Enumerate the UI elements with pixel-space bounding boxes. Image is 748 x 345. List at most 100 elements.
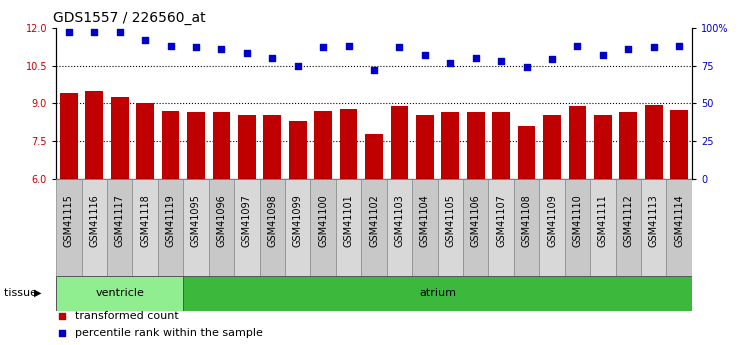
Bar	[85, 91, 103, 179]
Bar	[438, 179, 463, 276]
Text: GSM41095: GSM41095	[191, 194, 201, 247]
Bar	[616, 179, 641, 276]
Bar	[183, 179, 209, 276]
Bar	[60, 93, 78, 179]
Bar	[543, 115, 561, 179]
Text: GSM41109: GSM41109	[547, 194, 557, 247]
Point	[114, 29, 126, 35]
Bar	[666, 179, 692, 276]
Bar	[590, 179, 616, 276]
Bar	[136, 104, 154, 179]
Bar	[518, 126, 536, 179]
Bar	[514, 179, 539, 276]
Text: GSM41111: GSM41111	[598, 194, 608, 247]
Bar	[568, 106, 586, 179]
Bar	[183, 276, 692, 310]
Point	[571, 43, 583, 49]
Bar	[260, 179, 285, 276]
Text: GSM41117: GSM41117	[114, 194, 125, 247]
Text: GSM41102: GSM41102	[369, 194, 379, 247]
Point	[241, 51, 253, 56]
Text: transformed count: transformed count	[75, 311, 179, 321]
Bar	[416, 115, 434, 179]
Bar	[209, 179, 234, 276]
Point	[622, 46, 634, 52]
Bar	[82, 179, 107, 276]
Text: GSM41104: GSM41104	[420, 194, 430, 247]
Point	[165, 43, 177, 49]
Bar	[285, 179, 310, 276]
Bar	[670, 110, 688, 179]
Text: GSM41101: GSM41101	[343, 194, 354, 247]
Point	[190, 45, 202, 50]
Bar	[641, 179, 666, 276]
Text: GSM41099: GSM41099	[292, 194, 303, 247]
Point	[139, 37, 151, 42]
Text: GSM41110: GSM41110	[572, 194, 583, 247]
Point	[266, 55, 278, 61]
Point	[368, 67, 380, 73]
Point	[419, 52, 431, 58]
Point	[673, 43, 685, 49]
Bar	[412, 179, 438, 276]
Bar	[619, 112, 637, 179]
Text: GSM41106: GSM41106	[470, 194, 481, 247]
Bar	[463, 179, 488, 276]
Bar	[56, 276, 183, 310]
Bar	[387, 179, 412, 276]
Bar	[645, 105, 663, 179]
Text: GSM41096: GSM41096	[216, 194, 227, 247]
Bar	[314, 111, 332, 179]
Point	[88, 29, 100, 35]
Text: GSM41098: GSM41098	[267, 194, 278, 247]
Text: GSM41103: GSM41103	[394, 194, 405, 247]
Bar	[361, 179, 387, 276]
Point	[56, 330, 69, 336]
Bar	[336, 179, 361, 276]
Point	[393, 45, 405, 50]
Bar	[340, 109, 358, 179]
Point	[63, 29, 75, 35]
Point	[317, 45, 329, 50]
Bar	[238, 115, 256, 179]
Text: GSM41119: GSM41119	[165, 194, 176, 247]
Bar	[390, 106, 408, 179]
Text: atrium: atrium	[419, 288, 456, 298]
Text: ventricle: ventricle	[95, 288, 144, 298]
Point	[470, 55, 482, 61]
Bar	[310, 179, 336, 276]
Text: GSM41097: GSM41097	[242, 194, 252, 247]
Text: ▶: ▶	[34, 288, 41, 298]
Bar	[263, 115, 281, 179]
Bar	[467, 112, 485, 179]
Bar	[594, 115, 612, 179]
Point	[495, 58, 507, 64]
Bar	[187, 112, 205, 179]
Point	[56, 313, 69, 318]
Text: tissue: tissue	[4, 288, 40, 298]
Bar	[289, 121, 307, 179]
Text: GSM41113: GSM41113	[649, 194, 659, 247]
Text: GSM41108: GSM41108	[521, 194, 532, 247]
Bar	[441, 112, 459, 179]
Point	[546, 57, 558, 62]
Text: GSM41116: GSM41116	[89, 194, 99, 247]
Text: percentile rank within the sample: percentile rank within the sample	[75, 328, 263, 338]
Text: GSM41107: GSM41107	[496, 194, 506, 247]
Text: GSM41114: GSM41114	[674, 194, 684, 247]
Bar	[539, 179, 565, 276]
Bar	[56, 179, 82, 276]
Point	[648, 45, 660, 50]
Bar	[162, 111, 180, 179]
Bar	[111, 97, 129, 179]
Point	[444, 60, 456, 65]
Bar	[365, 134, 383, 179]
Bar	[565, 179, 590, 276]
Bar	[492, 112, 510, 179]
Point	[597, 52, 609, 58]
Bar	[212, 112, 230, 179]
Text: GSM41100: GSM41100	[318, 194, 328, 247]
Bar	[158, 179, 183, 276]
Bar	[107, 179, 132, 276]
Bar	[234, 179, 260, 276]
